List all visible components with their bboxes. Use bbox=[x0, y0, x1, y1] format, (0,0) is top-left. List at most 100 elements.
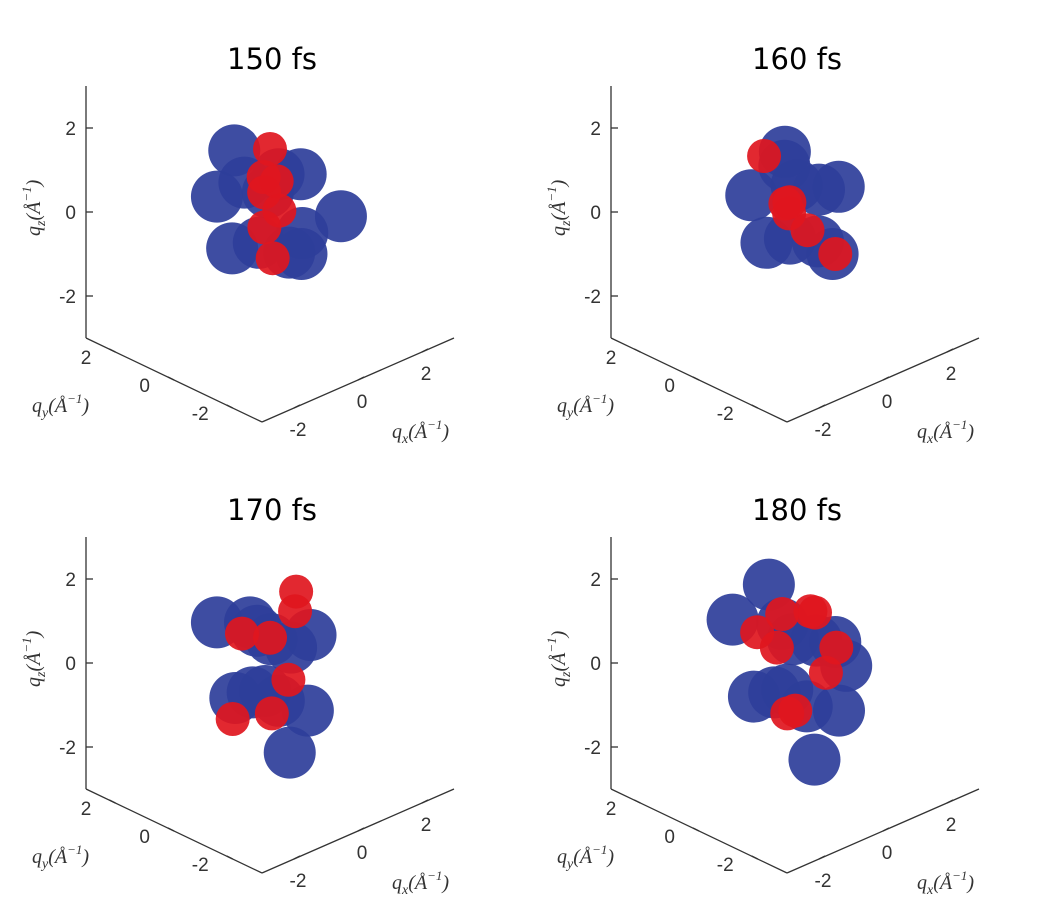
y-tick-label: 2 bbox=[81, 348, 92, 369]
red-isosurface-point bbox=[279, 574, 314, 609]
blue-isosurface-point bbox=[788, 733, 841, 786]
x-tick-label: -2 bbox=[815, 420, 832, 441]
x-tick-mark bbox=[946, 799, 954, 804]
y-tick-mark bbox=[167, 827, 175, 832]
red-isosurface-point bbox=[247, 210, 282, 245]
x-tick-mark bbox=[421, 799, 429, 804]
y-tick-mark bbox=[226, 404, 233, 409]
x-tick-mark bbox=[421, 348, 429, 353]
red-isosurface-point bbox=[818, 237, 853, 271]
plot-160fs: 160 fs -2 0 2 -2 0 2 -2 0 2 qz(Å−1) qy(Å−1) qx(Å−1) bbox=[544, 42, 980, 447]
y-tick-mark bbox=[751, 404, 758, 409]
red-isosurface-point bbox=[259, 164, 294, 199]
y-tick-label: 0 bbox=[139, 376, 150, 397]
x-tick-label: 2 bbox=[421, 364, 432, 385]
x-axis-label: qx(Å−1) bbox=[917, 868, 974, 898]
red-isosurface-point bbox=[253, 132, 287, 166]
x-tick-label: 2 bbox=[946, 364, 957, 385]
y-tick-mark bbox=[109, 348, 116, 353]
y-tick-mark bbox=[226, 855, 233, 860]
plot-180fs: 180 fs -2 0 2 -2 0 2 -2 0 2 qz(Å−1) qy(Å−1) qx(Å−1) bbox=[544, 493, 980, 898]
x-tick-label: 2 bbox=[421, 815, 432, 836]
x-tick-mark bbox=[293, 404, 301, 409]
x-tick-label: 0 bbox=[882, 392, 893, 413]
y-tick-mark bbox=[634, 799, 641, 804]
x-tick-label: 0 bbox=[357, 392, 368, 413]
y-tick-label: 0 bbox=[139, 827, 150, 848]
red-isosurface-point bbox=[254, 696, 289, 731]
z-tick-label: -2 bbox=[584, 738, 601, 759]
y-tick-label: 0 bbox=[664, 827, 675, 848]
z-axis-label: qz(Å−1) bbox=[19, 179, 49, 236]
blue-isosurface-point bbox=[263, 726, 316, 779]
z-axis-label: qz(Å−1) bbox=[544, 179, 574, 236]
red-isosurface-point bbox=[225, 616, 259, 651]
chart-title: 170 fs bbox=[227, 493, 317, 527]
plot-170fs: 170 fs -2 0 2 -2 0 2 -2 0 2 qz(Å−1) qy(Å−1) qx(Å−1) bbox=[19, 493, 455, 898]
chart-title: 150 fs bbox=[227, 42, 317, 76]
y-tick-label: -2 bbox=[717, 855, 734, 876]
y-axis-label: qy(Å−1) bbox=[557, 842, 614, 872]
z-tick-label: 2 bbox=[65, 119, 76, 140]
subplot-150fs: 150 fs -2 0 2 -2 0 2 -2 0 2 qz(Å−1) qy(Å−1) qx(Å−1) bbox=[0, 0, 525, 451]
x-tick-mark bbox=[357, 376, 365, 381]
red-isosurface-point bbox=[790, 213, 825, 248]
red-isosurface-point bbox=[747, 139, 782, 173]
chart-title: 180 fs bbox=[752, 493, 842, 527]
y-tick-mark bbox=[692, 376, 700, 381]
x-tick-label: -2 bbox=[290, 420, 307, 441]
red-isosurface-point bbox=[778, 693, 813, 728]
y-tick-label: 0 bbox=[664, 376, 675, 397]
z-tick-label: -2 bbox=[59, 287, 76, 308]
z-tick-label: -2 bbox=[59, 738, 76, 759]
y-tick-label: 2 bbox=[606, 799, 617, 820]
z-tick-label: 0 bbox=[590, 203, 601, 224]
y-axis-label: qy(Å−1) bbox=[557, 391, 614, 421]
z-axis-label: qz(Å−1) bbox=[19, 630, 49, 687]
y-tick-mark bbox=[751, 855, 758, 860]
red-isosurface-point bbox=[253, 620, 287, 655]
subplot-180fs: 180 fs -2 0 2 -2 0 2 -2 0 2 qz(Å−1) qy(Å−1) qx(Å−1) bbox=[525, 451, 1050, 902]
z-tick-label: 0 bbox=[65, 203, 76, 224]
y-tick-label: -2 bbox=[717, 404, 734, 425]
x-tick-mark bbox=[818, 855, 826, 860]
y-tick-label: -2 bbox=[192, 855, 209, 876]
y-tick-label: -2 bbox=[192, 404, 209, 425]
x-tick-mark bbox=[882, 827, 890, 832]
x-tick-mark bbox=[818, 404, 826, 409]
y-tick-label: 2 bbox=[606, 348, 617, 369]
x-tick-label: 0 bbox=[357, 843, 368, 864]
red-isosurface-point bbox=[759, 630, 794, 665]
z-tick-label: 0 bbox=[590, 654, 601, 675]
z-tick-label: 2 bbox=[590, 570, 601, 591]
y-tick-label: 2 bbox=[81, 799, 92, 820]
x-axis-label: qx(Å−1) bbox=[392, 868, 449, 898]
z-tick-label: 2 bbox=[590, 119, 601, 140]
z-axis-label: qz(Å−1) bbox=[544, 630, 574, 687]
y-axis-label: qy(Å−1) bbox=[32, 391, 89, 421]
y-tick-mark bbox=[634, 348, 641, 353]
z-tick-label: -2 bbox=[584, 287, 601, 308]
red-isosurface-point bbox=[271, 662, 306, 697]
y-tick-mark bbox=[167, 376, 175, 381]
y-axis-label: qy(Å−1) bbox=[32, 842, 89, 872]
chart-title: 160 fs bbox=[752, 42, 842, 76]
x-tick-label: 0 bbox=[882, 843, 893, 864]
z-tick-label: 0 bbox=[65, 654, 76, 675]
x-tick-mark bbox=[357, 827, 365, 832]
x-axis-label: qx(Å−1) bbox=[917, 417, 974, 447]
red-isosurface-point bbox=[255, 241, 290, 276]
red-isosurface-point bbox=[808, 655, 843, 690]
x-tick-label: 2 bbox=[946, 815, 957, 836]
red-isosurface-point bbox=[798, 595, 832, 630]
x-tick-mark bbox=[293, 855, 301, 860]
subplot-160fs: 160 fs -2 0 2 -2 0 2 -2 0 2 qz(Å−1) qy(Å−1) qx(Å−1) bbox=[525, 0, 1050, 451]
x-tick-label: -2 bbox=[815, 871, 832, 892]
y-tick-mark bbox=[692, 827, 700, 832]
x-tick-mark bbox=[882, 376, 890, 381]
x-axis-label: qx(Å−1) bbox=[392, 417, 449, 447]
z-tick-label: 2 bbox=[65, 570, 76, 591]
red-isosurface-point bbox=[215, 702, 250, 736]
red-isosurface-point bbox=[765, 597, 800, 631]
y-tick-mark bbox=[109, 799, 116, 804]
